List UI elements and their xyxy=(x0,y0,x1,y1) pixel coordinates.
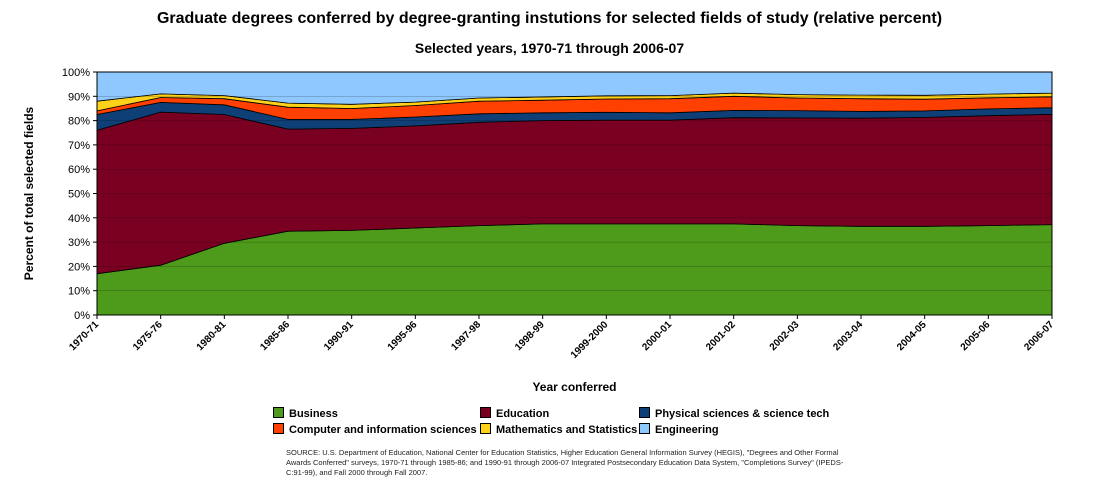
legend-label: Computer and information sciences xyxy=(289,424,477,436)
y-axis-label: Percent of total selected fields xyxy=(22,106,36,280)
y-tick-label: 20% xyxy=(68,261,90,273)
legend-item: Computer and information sciences xyxy=(273,423,477,436)
y-tick-label: 70% xyxy=(68,140,90,152)
x-tick-label: 1999-2000 xyxy=(569,319,611,361)
x-tick-label: 1998-99 xyxy=(513,319,547,353)
x-axis-label: Year conferred xyxy=(532,380,616,394)
legend-item: Business xyxy=(273,407,338,420)
legend-label: Mathematics and Statistics xyxy=(496,424,638,436)
x-tick-label: 1985-86 xyxy=(258,319,292,353)
legend-swatch xyxy=(480,407,491,418)
legend-swatch xyxy=(639,423,650,434)
y-tick-label: 40% xyxy=(68,213,90,225)
legend-swatch xyxy=(480,423,491,434)
x-tick-label: 2004-05 xyxy=(895,319,929,353)
y-tick-label: 30% xyxy=(68,237,90,249)
x-tick-label: 2002-03 xyxy=(768,319,802,353)
x-tick-label: 2005-06 xyxy=(959,319,993,353)
x-tick-label: 1980-81 xyxy=(195,319,229,353)
y-tick-label: 50% xyxy=(68,189,90,201)
chart-title: Graduate degrees conferred by degree-gra… xyxy=(156,10,943,27)
y-tick-label: 90% xyxy=(68,91,90,103)
x-tick-label: 2000-01 xyxy=(640,319,674,353)
legend-swatch xyxy=(273,423,284,434)
chart-subtitle: Selected years, 1970-71 through 2006-07 xyxy=(414,40,685,56)
legend-item: Physical sciences & science tech xyxy=(639,407,829,420)
y-tick-label: 0% xyxy=(74,310,90,322)
legend-label: Physical sciences & science tech xyxy=(655,408,830,420)
x-tick-label: 2001-02 xyxy=(704,319,738,353)
y-tick-label: 10% xyxy=(68,286,90,298)
x-tick-label: 1997-98 xyxy=(449,319,483,353)
legend-swatch xyxy=(273,407,284,418)
legend-swatch xyxy=(639,407,650,418)
legend-label: Engineering xyxy=(655,424,719,436)
legend-item: Engineering xyxy=(639,423,719,436)
y-tick-label: 80% xyxy=(68,116,90,128)
y-axis-ticks: 0% 10% 20% 30% 40% 50% 60% 70% 80% 90% 100% xyxy=(62,67,97,322)
area-layer xyxy=(96,71,1053,316)
x-tick-label: 1975-76 xyxy=(131,319,165,353)
legend-label: Business xyxy=(289,408,338,420)
x-tick-label: 2006-07 xyxy=(1022,319,1056,353)
source-note: SOURCE: U.S. Department of Education, Na… xyxy=(286,448,844,477)
stacked-area-chart: 0% 10% 20% 30% 40% 50% 60% 70% 80% 90% 100% 1970-7… xyxy=(22,67,1056,394)
legend-item: Education xyxy=(480,407,549,420)
legend-label: Education xyxy=(496,408,550,420)
x-tick-label: 1990-91 xyxy=(322,319,356,353)
x-axis-ticks: 1970-71 1975-76 1980-81 1985-86 1990-91 1995-… xyxy=(67,315,1056,361)
y-tick-label: 100% xyxy=(62,67,90,79)
x-tick-label: 1995-96 xyxy=(386,319,420,353)
x-tick-label: 2003-04 xyxy=(831,319,865,353)
y-tick-label: 60% xyxy=(68,164,90,176)
x-tick-label: 1970-71 xyxy=(67,319,101,353)
legend-item: Mathematics and Statistics xyxy=(480,423,637,436)
